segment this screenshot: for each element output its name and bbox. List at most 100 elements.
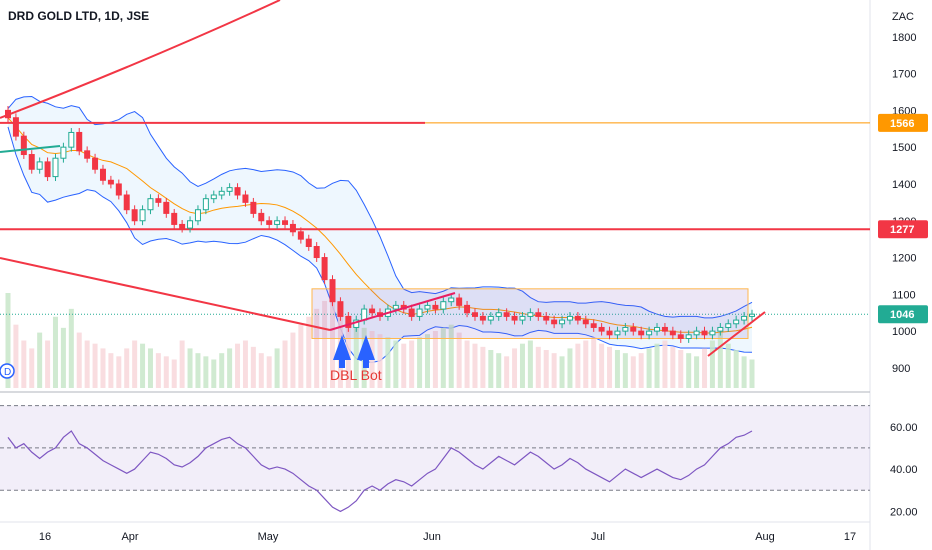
volume-bar: [187, 348, 193, 388]
candle-body: [456, 297, 463, 306]
volume-bar: [290, 332, 296, 388]
volume-bar: [385, 337, 391, 388]
candle-body: [559, 319, 566, 325]
candle-body: [566, 315, 573, 321]
dividend-marker-icon: [0, 363, 15, 379]
candle-body: [123, 194, 130, 211]
volume-bar: [559, 356, 565, 388]
candle-body: [210, 194, 217, 200]
channel-line: [0, 145, 61, 153]
volume-bar: [591, 337, 597, 388]
candle-body: [606, 330, 613, 336]
volume-bar: [512, 348, 518, 388]
candle-body: [519, 315, 526, 321]
candle-body: [749, 313, 755, 317]
volume-bar: [195, 353, 201, 388]
price-tag-label: 1566: [890, 118, 914, 130]
volume-bar: [551, 353, 557, 388]
volume-bar: [702, 348, 708, 388]
candles: [5, 105, 755, 343]
volume-bar: [345, 316, 351, 388]
time-tick-label: Jul: [591, 531, 605, 543]
time-tick-label: Jun: [423, 531, 441, 543]
candle-body: [115, 183, 122, 196]
candle-body: [163, 201, 170, 214]
volume-bar: [599, 343, 605, 388]
volume-bar: [68, 308, 74, 388]
volume-bar: [227, 348, 233, 388]
candle-body: [709, 330, 716, 336]
candle-body: [661, 326, 668, 332]
volume-bar: [45, 340, 51, 388]
candle-body: [234, 187, 241, 196]
candle-body: [614, 330, 621, 336]
volume-bar: [607, 346, 613, 388]
candle-body: [654, 326, 661, 332]
volume-bar: [694, 356, 700, 388]
volume-bar: [630, 356, 636, 388]
candle-body: [321, 257, 328, 281]
candle-body: [701, 330, 708, 336]
volume-bar: [741, 356, 747, 388]
candle-body: [44, 161, 51, 178]
volume-bar: [108, 353, 114, 388]
candle-body: [337, 301, 344, 317]
price-tag: [878, 305, 928, 324]
volume-bar: [282, 340, 288, 388]
candle-body: [258, 212, 265, 222]
volume-bar: [21, 340, 27, 388]
candle-body: [590, 323, 597, 328]
price-tick-label: 1700: [892, 69, 916, 81]
volume-bar: [100, 348, 106, 388]
volume-bar: [614, 350, 620, 388]
breakout-line: [707, 311, 766, 357]
candle-body: [693, 330, 700, 336]
candle-body: [36, 161, 43, 170]
candle-body: [202, 198, 209, 211]
rsi-tick-label: 60.00: [890, 422, 918, 434]
volume-bar: [155, 353, 161, 388]
candle-body: [685, 334, 692, 339]
volume-bar: [76, 332, 82, 388]
price-tag-label: 1046: [890, 309, 914, 321]
candle-body: [171, 212, 178, 225]
volume-bar: [709, 340, 715, 388]
candle-body: [92, 157, 99, 170]
candle-body: [543, 315, 550, 321]
candle-body: [345, 315, 352, 328]
volume-bar: [37, 332, 43, 388]
volume-bar: [330, 293, 336, 388]
volume-bar: [92, 343, 98, 388]
volume-bar: [353, 324, 359, 388]
volume-bar: [13, 324, 19, 388]
arrow-up-icon: [333, 335, 351, 368]
volume-bar: [733, 350, 739, 388]
price-tick-label: 1500: [892, 142, 916, 154]
volume-bar: [448, 324, 454, 388]
volume-bar: [488, 350, 494, 388]
volume-bar: [424, 334, 430, 388]
grid-lines: [0, 0, 871, 550]
volume-bar: [5, 293, 11, 388]
volume-bar: [440, 327, 446, 388]
volume-bar: [456, 332, 462, 388]
candle-body: [598, 326, 605, 332]
volume-bar: [725, 343, 731, 388]
rsi-tick-label: 40.00: [890, 464, 918, 476]
volume-bar: [124, 348, 130, 388]
time-axis: 16 Apr May Jun Jul Aug 17: [39, 531, 856, 543]
volume-bar: [147, 348, 153, 388]
price-tag: [878, 220, 928, 239]
volume-bar: [250, 346, 256, 388]
volume-bar: [480, 346, 486, 388]
volume-bar: [417, 337, 423, 388]
volume-bar: [662, 340, 668, 388]
volume-bar: [116, 356, 122, 388]
volume-bar: [163, 356, 169, 388]
candle-body: [432, 304, 439, 310]
candle-body: [20, 135, 27, 156]
candle-body: [305, 238, 312, 248]
time-tick-label: Aug: [755, 531, 775, 543]
curved-trend-line: [0, 0, 281, 119]
